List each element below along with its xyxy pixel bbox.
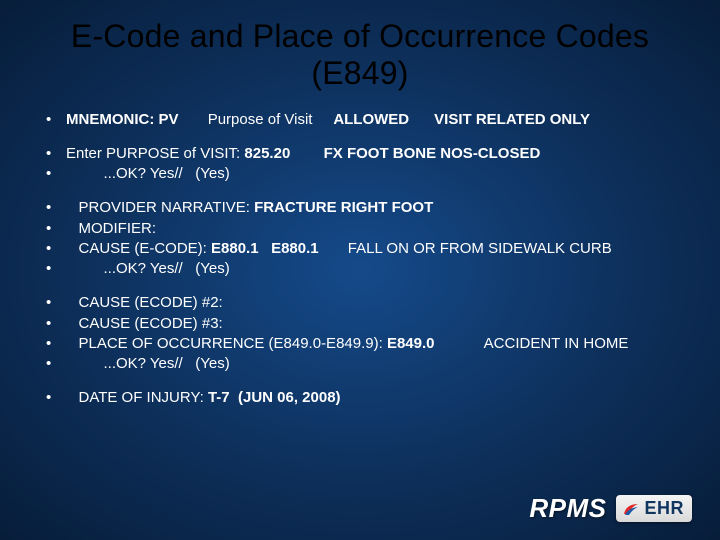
bullet-item: MNEMONIC: PV Purpose of Visit ALLOWED VI… [42, 110, 690, 130]
bullet-segment: E849.0 [387, 335, 435, 352]
bullet-item: PROVIDER NARRATIVE: FRACTURE RIGHT FOOT [42, 198, 690, 218]
bullet-segment: CAUSE (ECODE) #3: [66, 315, 223, 332]
bullet-segment [290, 145, 323, 162]
bullet-segment: E880.1 [271, 240, 319, 257]
bullet-segment: FRACTURE RIGHT FOOT [254, 199, 433, 216]
bullet-segment: FALL ON OR FROM SIDEWALK CURB [319, 240, 612, 257]
bullet-segment: ...OK? Yes// (Yes) [66, 165, 230, 182]
bullet-item: CAUSE (ECODE) #2: [42, 293, 690, 313]
bullet-item: DATE OF INJURY: T-7 (JUN 06, 2008) [42, 388, 690, 408]
bullet-segment: ...OK? Yes// (Yes) [66, 260, 230, 277]
footer-logo: RPMS EHR [529, 493, 692, 524]
ehr-badge: EHR [616, 495, 692, 522]
bullet-item: PLACE OF OCCURRENCE (E849.0-E849.9): E84… [42, 334, 690, 354]
bullet-segment: Purpose of Visit [179, 111, 334, 128]
rpms-logo-text: RPMS [529, 493, 606, 524]
ehr-logo-text: EHR [644, 498, 684, 519]
bullet-segment: ...OK? Yes// (Yes) [66, 355, 230, 372]
bullet-spacer [42, 279, 690, 293]
bullet-segment: Enter PURPOSE of VISIT: [66, 145, 244, 162]
bullet-segment: CAUSE (E-CODE): [66, 240, 211, 257]
bullet-item: ...OK? Yes// (Yes) [42, 259, 690, 279]
bullet-item: Enter PURPOSE of VISIT: 825.20 FX FOOT B… [42, 144, 690, 164]
bullet-segment: FX FOOT BONE NOS-CLOSED [324, 145, 541, 162]
bullet-item: CAUSE (E-CODE): E880.1 E880.1 FALL ON OR… [42, 239, 690, 259]
bullet-segment: DATE OF INJURY: [66, 389, 208, 406]
bullet-segment [259, 240, 272, 257]
bullet-segment: PV [159, 111, 179, 128]
bullet-spacer [42, 130, 690, 144]
ehr-swoosh-icon [622, 500, 640, 518]
bullet-segment: CAUSE (ECODE) #2: [66, 294, 223, 311]
bullet-item: ...OK? Yes// (Yes) [42, 164, 690, 184]
bullet-segment: MNEMONIC: [66, 111, 159, 128]
bullet-segment: E880.1 [211, 240, 259, 257]
bullet-segment: PLACE OF OCCURRENCE (E849.0-E849.9): [66, 335, 387, 352]
bullet-item: CAUSE (ECODE) #3: [42, 314, 690, 334]
bullet-segment: MODIFIER: [66, 220, 156, 237]
bullet-spacer [42, 374, 690, 388]
bullet-segment: ALLOWED [333, 111, 409, 128]
bullet-segment: PROVIDER NARRATIVE: [66, 199, 254, 216]
bullet-segment: T-7 (JUN 06, 2008) [208, 389, 341, 406]
bullet-spacer [42, 184, 690, 198]
bullet-list: MNEMONIC: PV Purpose of Visit ALLOWED VI… [30, 110, 690, 409]
slide-title: E-Code and Place of Occurrence Codes (E8… [30, 18, 690, 92]
bullet-segment: VISIT RELATED ONLY [409, 111, 590, 128]
bullet-segment: 825.20 [244, 145, 290, 162]
bullet-item: MODIFIER: [42, 219, 690, 239]
bullet-segment: ACCIDENT IN HOME [434, 335, 628, 352]
bullet-item: ...OK? Yes// (Yes) [42, 354, 690, 374]
slide: E-Code and Place of Occurrence Codes (E8… [0, 0, 720, 540]
